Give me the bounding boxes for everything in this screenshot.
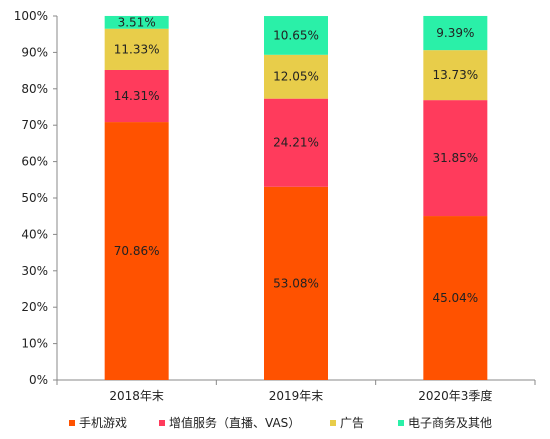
legend-label: 电子商务及其他 bbox=[408, 415, 492, 430]
bar-segment bbox=[264, 98, 328, 187]
x-tick-label: 2020年3季度 bbox=[418, 388, 492, 403]
bar-segment bbox=[423, 216, 488, 380]
data-label: 9.39% bbox=[436, 26, 474, 40]
x-axis: 2018年末 2019年末 2020年3季度 bbox=[56, 379, 536, 403]
y-tick-label: 10% bbox=[21, 337, 48, 351]
bar-segment bbox=[423, 50, 488, 101]
bar-segment bbox=[264, 16, 328, 55]
bar-segment bbox=[423, 15, 488, 51]
bar-segment bbox=[104, 15, 169, 29]
legend: 手机游戏 增值服务（直播、VAS） 广告 电子商务及其他 bbox=[69, 415, 492, 430]
data-label: 53.08% bbox=[273, 276, 319, 290]
data-label: 12.05% bbox=[273, 70, 319, 84]
y-tick-label: 80% bbox=[21, 82, 48, 96]
legend-label: 增值服务（直播、VAS） bbox=[169, 415, 300, 430]
data-label: 31.85% bbox=[432, 151, 478, 165]
y-tick-label: 70% bbox=[21, 118, 48, 132]
y-tick-label: 60% bbox=[21, 155, 48, 169]
legend-swatch bbox=[330, 420, 336, 426]
data-label: 45.04% bbox=[432, 291, 478, 305]
bar-segment bbox=[264, 54, 328, 99]
bar-segment bbox=[423, 100, 488, 217]
y-tick-label: 50% bbox=[21, 191, 48, 205]
x-tick-label: 2019年末 bbox=[269, 389, 324, 403]
data-label: 10.65% bbox=[273, 28, 319, 42]
legend-swatch bbox=[69, 420, 75, 426]
bars bbox=[104, 15, 488, 380]
bar-segment bbox=[104, 69, 169, 123]
y-tick-label: 40% bbox=[21, 227, 48, 241]
x-tick-label: 2018年末 bbox=[109, 389, 164, 403]
data-label: 11.33% bbox=[114, 42, 160, 56]
bar-segment bbox=[264, 186, 328, 380]
y-axis: 0% 10% 20% 30% 40% 50% 60% 70% 80% 90% 100% bbox=[14, 9, 58, 387]
legend-swatch bbox=[398, 420, 404, 426]
bar-segment bbox=[104, 28, 169, 70]
y-tick-label: 30% bbox=[21, 264, 48, 278]
data-label: 13.73% bbox=[432, 68, 478, 82]
bar-segment bbox=[104, 122, 169, 380]
legend-label: 广告 bbox=[340, 416, 364, 430]
y-tick-label: 20% bbox=[21, 300, 48, 314]
data-label: 14.31% bbox=[114, 89, 160, 103]
data-label: 24.21% bbox=[273, 136, 319, 150]
legend-label: 手机游戏 bbox=[79, 416, 127, 430]
data-labels: 70.86% 14.31% 11.33% 3.51% 53.08% 24.21% 12.05… bbox=[114, 15, 478, 305]
data-label: 3.51% bbox=[118, 15, 156, 29]
data-label: 70.86% bbox=[114, 244, 160, 258]
legend-swatch bbox=[159, 420, 165, 426]
y-tick-label: 100% bbox=[14, 9, 48, 23]
y-tick-label: 0% bbox=[29, 373, 48, 387]
y-tick-label: 90% bbox=[21, 45, 48, 59]
